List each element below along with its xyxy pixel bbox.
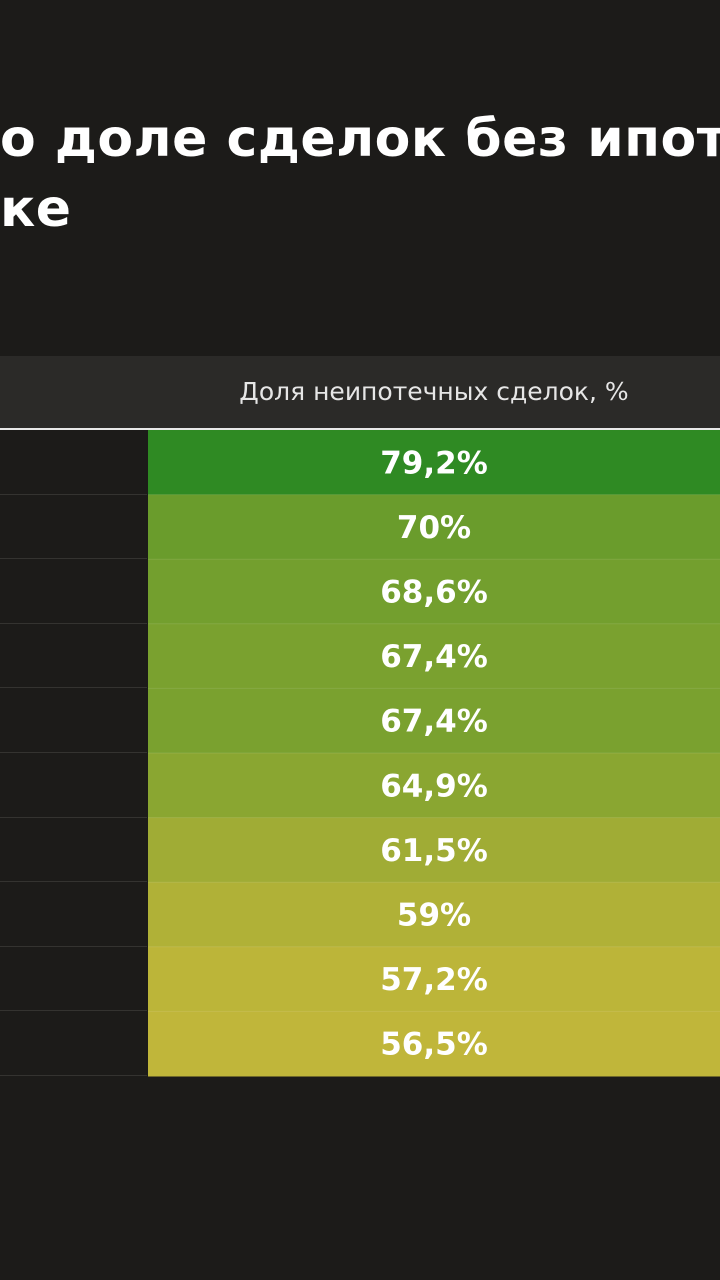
row-label-cell-7 <box>0 818 147 883</box>
heatmap-cell-10 <box>148 1011 720 1077</box>
heatmap-cell-6 <box>148 753 720 819</box>
header-divider <box>0 428 720 430</box>
row-label-cell-2 <box>0 495 147 560</box>
heatmap-cell-3 <box>148 559 720 625</box>
heatmap-cell-8 <box>148 882 720 948</box>
heatmap-cell-4 <box>148 623 720 689</box>
row-label-cell-6 <box>0 753 147 818</box>
heatmap-cell-7 <box>148 817 720 883</box>
chart-title-line-1: о доле сделок без ипот <box>0 109 720 169</box>
cell-value-label-4: 67,4% <box>380 639 488 675</box>
cell-value-label-5: 67,4% <box>380 704 488 740</box>
row-label-column <box>0 430 147 1076</box>
row-label-cell-1 <box>0 430 147 495</box>
row-label-cell-5 <box>0 688 147 753</box>
heatmap-cell-9 <box>148 946 720 1012</box>
cell-value-label-7: 61,5% <box>380 833 488 869</box>
column-header-non-mortgage-share: Доля неипотечных сделок, % <box>239 377 629 406</box>
row-label-cell-8 <box>0 882 147 947</box>
cell-value-label-8: 59% <box>397 898 471 934</box>
chart-title: о доле сделок без ипот ке <box>0 104 720 254</box>
row-label-cell-4 <box>0 624 147 689</box>
chart-title-line-2: ке <box>0 179 72 239</box>
table-header-band <box>0 356 720 428</box>
cell-value-label-3: 68,6% <box>380 575 488 611</box>
row-label-cell-9 <box>0 947 147 1012</box>
row-label-cell-10 <box>0 1011 147 1076</box>
cell-value-label-10: 56,5% <box>380 1027 488 1063</box>
cell-value-label-6: 64,9% <box>380 768 488 804</box>
cell-value-label-1: 79,2% <box>380 445 488 481</box>
row-label-cell-3 <box>0 559 147 624</box>
heatmap-cell-2 <box>148 494 720 560</box>
cell-value-label-9: 57,2% <box>380 962 488 998</box>
heatmap-cell-5 <box>148 688 720 754</box>
heatmap-cell-1 <box>148 430 720 496</box>
cell-value-label-2: 70% <box>397 510 471 546</box>
